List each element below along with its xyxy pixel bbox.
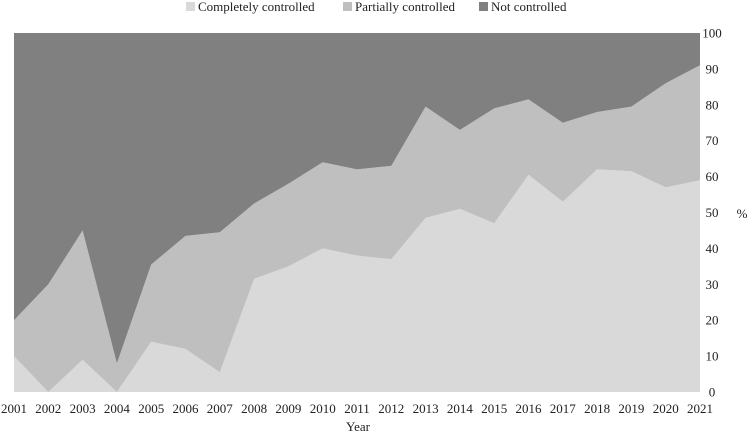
x-tick-label: 2009 <box>275 401 301 416</box>
y-tick-label: 70 <box>706 133 719 148</box>
x-axis-label: Year <box>346 419 371 433</box>
area-not-controlled <box>14 33 700 364</box>
y-tick-label: 20 <box>706 313 719 328</box>
y-tick-label: 30 <box>706 277 719 292</box>
y-tick-label: 10 <box>706 349 719 364</box>
plot-areas <box>14 33 700 392</box>
y-tick-label: 90 <box>706 61 719 76</box>
legend-item-completely-controlled: Completely controlled <box>186 0 315 14</box>
x-tick-label: 2007 <box>207 401 234 416</box>
x-tick-label: 2005 <box>138 401 164 416</box>
legend-label-completely-controlled: Completely controlled <box>198 0 315 14</box>
y-tick-label: 100 <box>702 26 722 41</box>
x-tick-label: 2006 <box>173 401 200 416</box>
x-tick-label: 2004 <box>104 401 131 416</box>
x-tick-label: 2015 <box>481 401 507 416</box>
x-axis-tick-labels: 2001 2002 2003 2004 2005 2006 2007 2008 2009 2010… <box>1 401 713 416</box>
x-tick-label: 2013 <box>413 401 439 416</box>
x-tick-label: 2021 <box>687 401 713 416</box>
x-tick-label: 2010 <box>310 401 336 416</box>
y-tick-label: 0 <box>709 385 716 400</box>
y-tick-label: 80 <box>706 97 719 112</box>
x-tick-label: 2008 <box>241 401 267 416</box>
legend-swatch-completely-controlled <box>186 2 195 11</box>
legend-item-partially-controlled: Partially controlled <box>343 0 456 14</box>
y-axis-label: % <box>737 206 748 221</box>
legend-item-not-controlled: Not controlled <box>479 0 567 14</box>
x-tick-label: 2014 <box>447 401 474 416</box>
x-tick-label: 2003 <box>70 401 96 416</box>
legend-label-partially-controlled: Partially controlled <box>355 0 456 14</box>
x-tick-label: 2020 <box>653 401 679 416</box>
y-tick-label: 50 <box>706 205 719 220</box>
x-tick-label: 2017 <box>550 401 577 416</box>
area-partially-controlled <box>14 65 700 392</box>
x-tick-label: 2002 <box>35 401 61 416</box>
y-axis-tick-labels: 0 10 20 30 40 50 60 70 80 90 100 <box>702 26 722 400</box>
x-tick-label: 2018 <box>584 401 610 416</box>
legend: Completely controlled Partially controll… <box>186 0 567 14</box>
x-tick-label: 2016 <box>516 401 543 416</box>
legend-swatch-partially-controlled <box>343 2 352 11</box>
x-tick-label: 2011 <box>344 401 370 416</box>
x-tick-label: 2001 <box>1 401 27 416</box>
x-tick-label: 2012 <box>378 401 404 416</box>
y-tick-label: 40 <box>706 241 719 256</box>
x-tick-label: 2019 <box>618 401 644 416</box>
y-tick-label: 60 <box>706 169 719 184</box>
area-completely-controlled <box>14 169 700 392</box>
legend-label-not-controlled: Not controlled <box>491 0 567 14</box>
legend-swatch-not-controlled <box>479 2 488 11</box>
